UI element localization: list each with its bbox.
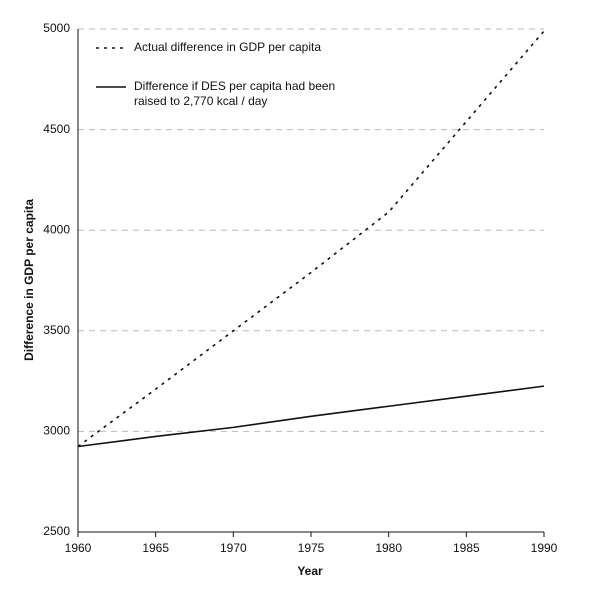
y-tick-label: 4000 bbox=[43, 222, 70, 236]
y-tick-label: 5000 bbox=[43, 21, 70, 35]
x-tick-label: 1975 bbox=[298, 541, 325, 555]
series-line bbox=[77, 385, 545, 448]
y-axis-label: Difference in GDP per capita bbox=[22, 199, 36, 361]
x-tick-label: 1980 bbox=[375, 541, 402, 555]
y-tick-label: 4500 bbox=[43, 122, 70, 136]
series-line bbox=[77, 30, 545, 448]
x-tick-label: 1990 bbox=[531, 541, 558, 555]
x-axis-label: Year bbox=[297, 564, 323, 578]
x-tick-label: 1965 bbox=[142, 541, 169, 555]
x-tick-label: 1960 bbox=[65, 541, 92, 555]
x-tick-label: 1985 bbox=[453, 541, 480, 555]
x-tick-label: 1970 bbox=[220, 541, 247, 555]
legend-label: Difference if DES per capita had been ra… bbox=[134, 79, 336, 108]
y-tick-label: 3500 bbox=[43, 323, 70, 337]
y-tick-label: 3000 bbox=[43, 424, 70, 438]
legend-label: Actual difference in GDP per capita bbox=[134, 40, 321, 54]
y-tick-label: 2500 bbox=[43, 524, 70, 538]
